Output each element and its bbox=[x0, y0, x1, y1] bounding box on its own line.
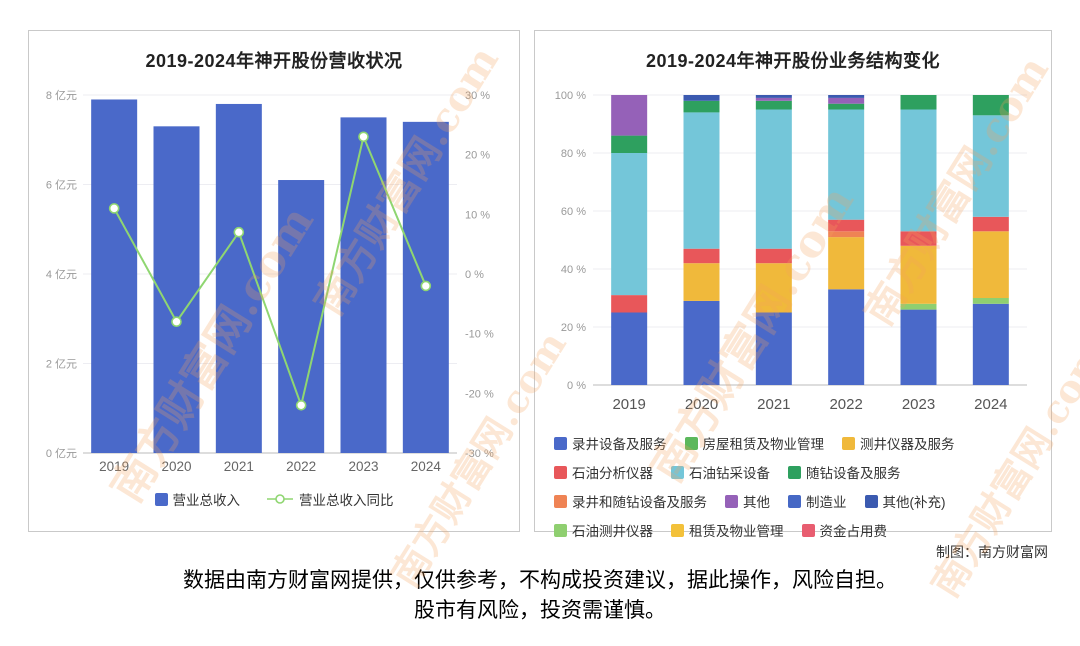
svg-text:2023: 2023 bbox=[348, 459, 378, 474]
legend-swatch bbox=[725, 494, 738, 508]
svg-text:80 %: 80 % bbox=[561, 148, 586, 160]
charts-row: 2019-2024年神开股份营收状况 0 亿元 2 亿元 4 亿元 6 亿元 8 亿元 -… bbox=[28, 30, 1052, 539]
structure-chart-panel: 2019-2024年神开股份业务结构变化 0 % 20 % 40 % 60 % 80 %… bbox=[534, 30, 1052, 539]
svg-text:2023: 2023 bbox=[902, 396, 935, 413]
legend-label: 录井设备及服务 bbox=[572, 437, 667, 452]
legend-swatch bbox=[554, 436, 567, 450]
revenue-chart: 0 亿元 2 亿元 4 亿元 6 亿元 8 亿元 -30 % -20 % -10 % 0 % 10… bbox=[46, 89, 494, 474]
legend-item: 其他(补充) bbox=[864, 491, 946, 511]
revenue-chart-panel: 2019-2024年神开股份营收状况 0 亿元 2 亿元 4 亿元 6 亿元 8 亿元 -… bbox=[28, 30, 520, 532]
legend-label: 随钻设备及服务 bbox=[806, 466, 901, 481]
legend-label: 营业总收入 bbox=[172, 493, 241, 508]
svg-text:30 %: 30 % bbox=[465, 90, 490, 102]
legend-label: 石油钻采设备 bbox=[689, 466, 770, 481]
legend-swatch bbox=[554, 465, 567, 479]
legend-item: 石油钻采设备 bbox=[671, 462, 770, 482]
legend-swatch bbox=[671, 523, 684, 537]
legend-label: 其他 bbox=[743, 495, 770, 510]
legend-item: 录井设备及服务 bbox=[554, 433, 667, 453]
legend-item: 测井仪器及服务 bbox=[842, 433, 955, 453]
svg-text:4 亿元: 4 亿元 bbox=[46, 268, 77, 281]
legend-item: 资金占用费 bbox=[801, 520, 888, 540]
svg-text:0 亿元: 0 亿元 bbox=[46, 447, 77, 460]
legend-label: 资金占用费 bbox=[819, 524, 888, 539]
legend-label: 石油分析仪器 bbox=[572, 466, 653, 481]
svg-text:2019: 2019 bbox=[99, 459, 129, 474]
line-series-marker-icon bbox=[267, 494, 293, 504]
svg-text:8 亿元: 8 亿元 bbox=[46, 89, 77, 102]
legend-swatch bbox=[788, 465, 801, 479]
legend-item: 租赁及物业管理 bbox=[671, 520, 784, 540]
structure-chart-title: 2019-2024年神开股份业务结构变化 bbox=[645, 51, 941, 71]
legend-swatch bbox=[554, 523, 567, 537]
svg-text:-20 %: -20 % bbox=[465, 388, 494, 400]
legend-label: 其他(补充) bbox=[882, 495, 946, 510]
chart-credit: 制图：南方财富网 bbox=[936, 544, 1048, 560]
svg-text:6 亿元: 6 亿元 bbox=[46, 179, 77, 192]
legend-label: 石油测井仪器 bbox=[572, 524, 653, 539]
svg-text:2 亿元: 2 亿元 bbox=[46, 358, 77, 371]
disclaimer: 数据由南方财富网提供，仅供参考，不构成投资建议，据此操作，风险自担。 股市有风险… bbox=[0, 566, 1080, 627]
svg-text:2024: 2024 bbox=[974, 396, 1007, 413]
svg-text:2022: 2022 bbox=[286, 459, 316, 474]
disclaimer-line-2: 股市有风险，投资需谨慎。 bbox=[414, 599, 666, 623]
svg-text:10 %: 10 % bbox=[465, 209, 490, 221]
legend-item: 随钻设备及服务 bbox=[788, 462, 901, 482]
svg-text:2019: 2019 bbox=[612, 396, 645, 413]
revenue-chart-title: 2019-2024年神开股份营收状况 bbox=[145, 51, 403, 71]
legend-label: 租赁及物业管理 bbox=[689, 524, 784, 539]
svg-text:-30 %: -30 % bbox=[465, 448, 494, 460]
svg-text:-10 %: -10 % bbox=[465, 329, 494, 341]
svg-text:2020: 2020 bbox=[685, 396, 718, 413]
legend-label: 录井和随钻设备及服务 bbox=[572, 495, 707, 510]
legend-item: 石油分析仪器 bbox=[554, 462, 653, 482]
structure-chart: 0 % 20 % 40 % 60 % 80 % 100 % 2019 2020 2021 2022… bbox=[555, 90, 1027, 413]
svg-text:2021: 2021 bbox=[757, 396, 790, 413]
svg-text:0 %: 0 % bbox=[465, 269, 484, 281]
legend-item: 录井和随钻设备及服务 bbox=[554, 491, 707, 511]
structure-chart-legend: 录井设备及服务 房屋租赁及物业管理 测井仪器及服务石油分析仪器 石油钻采设备 随钻设备及… bbox=[554, 433, 1032, 540]
svg-text:2021: 2021 bbox=[224, 459, 254, 474]
legend-item-revenue: 营业总收入 bbox=[154, 489, 241, 509]
svg-text:100 %: 100 % bbox=[555, 90, 586, 102]
revenue-chart-legend: 营业总收入 营业总收入同比 bbox=[37, 489, 511, 509]
svg-text:20 %: 20 % bbox=[465, 150, 490, 162]
svg-text:0 %: 0 % bbox=[567, 380, 586, 392]
legend-label: 营业总收入同比 bbox=[299, 493, 394, 508]
legend-swatch bbox=[788, 494, 801, 508]
legend-label: 制造业 bbox=[806, 495, 847, 510]
revenue-bar-swatch bbox=[154, 492, 168, 506]
legend-swatch bbox=[801, 523, 815, 537]
legend-item: 制造业 bbox=[788, 491, 847, 511]
legend-label: 测井仪器及服务 bbox=[860, 437, 955, 452]
disclaimer-line-1: 数据由南方财富网提供，仅供参考，不构成投资建议，据此操作，风险自担。 bbox=[183, 569, 897, 592]
legend-swatch bbox=[554, 494, 567, 508]
svg-text:20 %: 20 % bbox=[561, 322, 586, 334]
legend-swatch bbox=[842, 436, 855, 450]
legend-swatch bbox=[864, 494, 878, 508]
svg-text:40 %: 40 % bbox=[561, 264, 586, 276]
svg-text:2024: 2024 bbox=[411, 459, 442, 474]
svg-text:60 %: 60 % bbox=[561, 206, 586, 218]
legend-item: 房屋租赁及物业管理 bbox=[684, 433, 825, 453]
legend-item: 石油测井仪器 bbox=[554, 520, 653, 540]
legend-swatch bbox=[671, 465, 684, 479]
svg-text:2022: 2022 bbox=[829, 396, 862, 413]
svg-text:2020: 2020 bbox=[161, 459, 191, 474]
legend-item-yoy: 营业总收入同比 bbox=[266, 489, 394, 509]
legend-item: 其他 bbox=[725, 491, 770, 511]
legend-swatch bbox=[684, 436, 698, 450]
legend-label: 房屋租赁及物业管理 bbox=[702, 437, 825, 452]
